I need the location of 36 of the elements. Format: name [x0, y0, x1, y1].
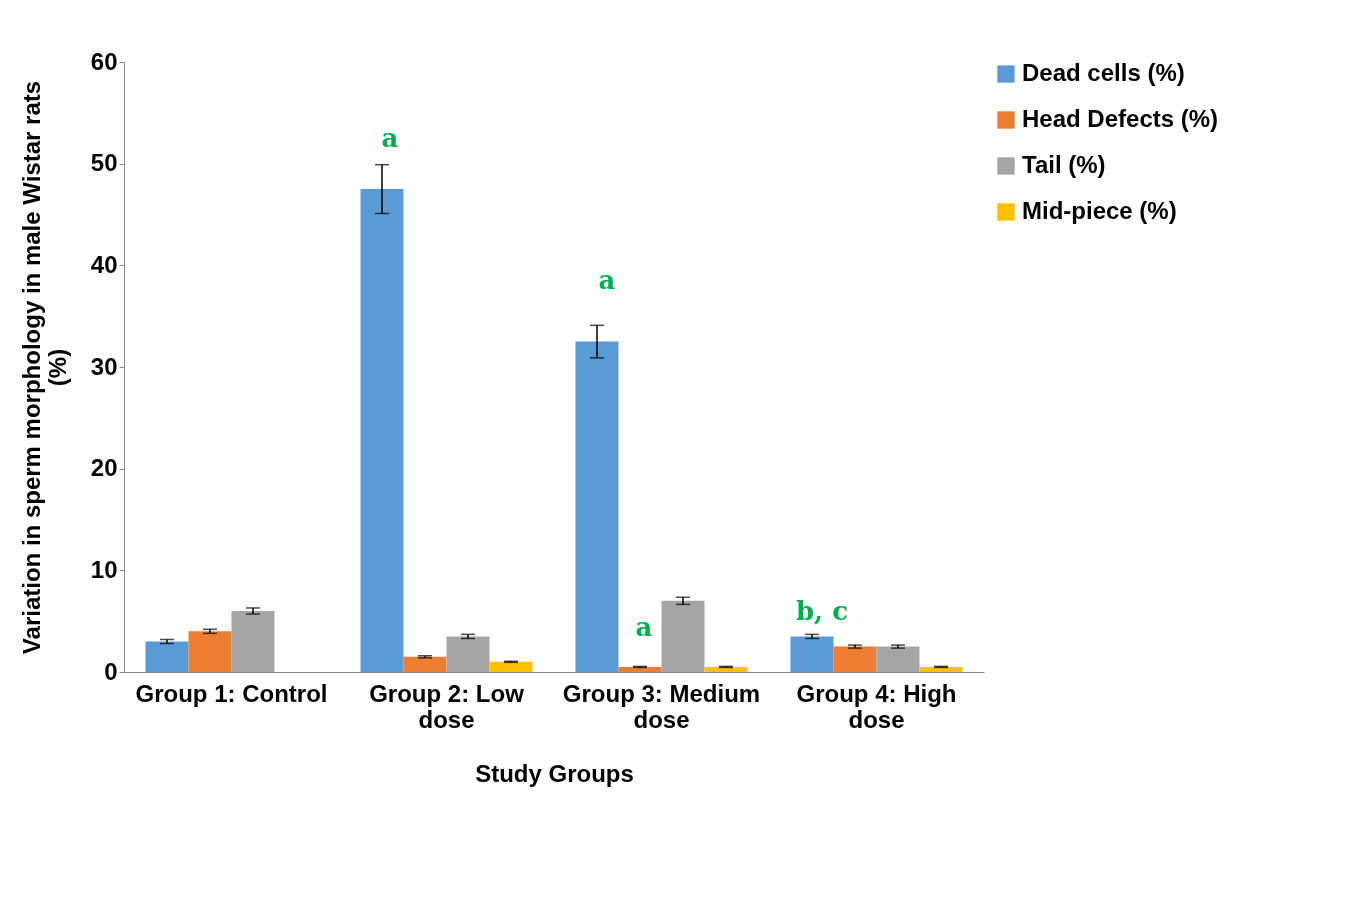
y-tick-label: 0 [104, 657, 118, 685]
bar [360, 189, 404, 672]
bar [618, 666, 662, 672]
annotation: b, c [795, 596, 849, 626]
y-tick-label: 40 [90, 250, 118, 278]
bar [661, 600, 705, 672]
bar [833, 646, 877, 672]
bar [446, 636, 490, 672]
bar [403, 656, 447, 672]
bar [145, 641, 189, 672]
annotation: a [635, 612, 653, 642]
x-tick-label: Group 4: High dose [796, 679, 957, 733]
x-tick-label: Group 3: Medium dose [562, 679, 761, 733]
legend-label: Mid-piece (%) [1022, 197, 1177, 224]
x-tick-label: Group 1: Control [135, 679, 328, 707]
legend-label: Tail (%) [1022, 151, 1106, 178]
y-tick-label: 60 [90, 47, 118, 75]
bar [575, 341, 619, 672]
x-axis-title: Study Groups [475, 759, 634, 787]
legend-label: Head Defects (%) [1022, 105, 1219, 132]
bar [231, 611, 275, 672]
bar [704, 666, 748, 672]
bar [790, 636, 834, 672]
bar [919, 666, 963, 672]
legend-label: Dead cells (%) [1022, 59, 1185, 86]
y-tick-label: 50 [90, 149, 118, 177]
y-axis-title: Variation in sperm morphology in male Wistar rats (%) [17, 80, 71, 655]
x-tick-label: Group 2: Low dose [369, 679, 525, 733]
annotation: a [598, 265, 616, 295]
y-tick-label: 10 [90, 555, 118, 583]
bar [489, 661, 533, 672]
annotation: a [381, 123, 399, 153]
y-tick-label: 20 [90, 454, 118, 482]
y-tick-label: 30 [90, 352, 118, 380]
bar [188, 631, 232, 672]
bar [876, 646, 920, 672]
